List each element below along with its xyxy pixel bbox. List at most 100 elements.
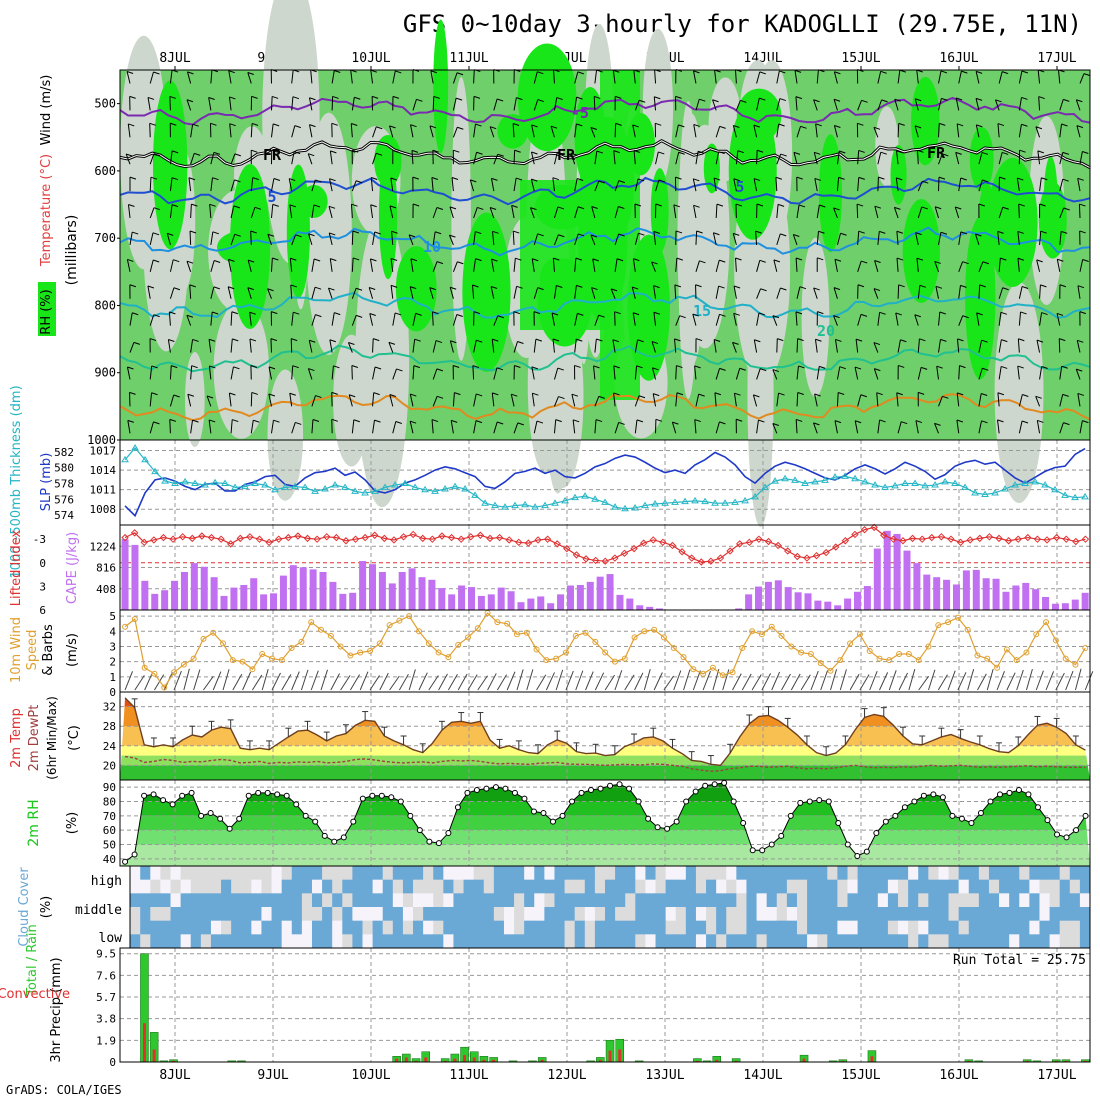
wind-barb-flag [169, 311, 176, 315]
wind-barb-flag [315, 314, 322, 318]
cloud-cell [231, 866, 242, 881]
wind-barb-flag [935, 206, 942, 210]
cloud-cell [1079, 893, 1091, 908]
thickness-point [1071, 493, 1079, 501]
wind-barb [938, 339, 941, 353]
wind-barb-flag [251, 95, 258, 99]
temp-tick-label: 32 [103, 701, 116, 714]
wind-speed-point [347, 652, 354, 659]
cloud-cell [483, 893, 495, 908]
cloud-cell [221, 879, 232, 894]
wind-barb-flag [674, 338, 681, 342]
lifted-index-point [169, 535, 177, 543]
lifted-index-point [755, 535, 763, 543]
wind-barb-flag [814, 393, 821, 397]
thickness-point [631, 503, 639, 511]
cloud-cell [999, 934, 1010, 949]
wind-barb [169, 150, 173, 165]
precip-tick-label: 3.8 [96, 1013, 116, 1026]
wind-barb [351, 315, 357, 326]
lifted-index-point [764, 537, 773, 546]
wind-barb-flag [814, 177, 821, 181]
wind-barb-flag [873, 288, 881, 292]
thickness-point [251, 479, 259, 486]
cloud-cell [332, 920, 343, 935]
wind-barb-flag [449, 206, 457, 210]
cloud-cell [584, 920, 596, 935]
wind-speed-point [269, 655, 276, 662]
wind-speed-point [788, 643, 795, 650]
cloud-cell [655, 879, 667, 894]
rh-point [521, 795, 528, 802]
surface-wind-barb [232, 673, 243, 691]
wind-barb-flag [476, 339, 483, 343]
rh-point [492, 784, 499, 791]
wind-speed-point [886, 657, 893, 664]
wind-barb-flag [315, 395, 322, 399]
lifted-index-point [217, 535, 225, 543]
cloud-cell [261, 934, 273, 949]
wind-barb [127, 123, 131, 138]
wind-barb [695, 99, 700, 111]
wind-barb-flag [1038, 96, 1045, 100]
wind-barb [270, 420, 274, 434]
wind-barb-flag [699, 98, 706, 102]
wind-barb-flag [169, 418, 176, 422]
surface-wind-barb [996, 670, 1005, 691]
wind-speed-point [1082, 644, 1089, 651]
top-date-label: 16JUL [939, 51, 978, 66]
surface-wind-barb [340, 675, 351, 691]
wind-barb-flag [1059, 338, 1066, 342]
wind-barb-flag [834, 258, 842, 262]
cloud-cell [847, 907, 859, 922]
thickness-tick-label: 576 [54, 493, 74, 506]
wind-barb-flag [840, 232, 847, 236]
cloud-cell [918, 893, 929, 908]
thickness-point [991, 488, 999, 496]
rh-point [930, 791, 937, 798]
surface-wind-barb [790, 673, 801, 691]
cloud-cell [584, 879, 596, 894]
wind-speed-point [1013, 657, 1020, 664]
slp-tick-label: 1008 [90, 503, 117, 516]
wind-barb-flag [658, 151, 665, 155]
cloud-cell [301, 893, 313, 908]
rh-moist-region [286, 164, 310, 299]
wind-tick-label: 3 [109, 640, 116, 653]
cloud-cell [605, 907, 616, 922]
cloud-cell [554, 934, 566, 949]
cloud-cell [322, 934, 333, 949]
wind-barb-flag [981, 420, 988, 424]
wind-barb [491, 339, 495, 353]
wind-barb [250, 230, 252, 245]
cloud-cell [271, 920, 283, 935]
wind-barb-flag [408, 234, 416, 238]
wind-barb [712, 99, 717, 111]
cloud-cell [483, 907, 495, 922]
cloud-cell [988, 934, 1000, 949]
wind-barb-flag [591, 206, 598, 209]
wind-barb [473, 393, 477, 407]
wind-barb-flag [415, 312, 422, 316]
wind-barb [149, 153, 155, 165]
rh-point [949, 812, 956, 819]
cape-bar [398, 571, 406, 610]
wind-barb [857, 231, 860, 245]
rh-point [179, 792, 186, 799]
cloud-cell [796, 907, 808, 922]
wind-barb-flag [772, 369, 780, 373]
thickness-point [121, 455, 129, 463]
wind-barb [190, 153, 195, 165]
wind-barb [956, 123, 960, 138]
wind-barb-flag [719, 367, 726, 371]
wind-barb-flag [212, 231, 219, 235]
cloud-cell [948, 866, 960, 881]
thickness-point [641, 501, 649, 509]
cloud-cell [827, 907, 838, 922]
wind-barb [129, 342, 135, 353]
cloud-cell [382, 879, 394, 894]
cloud-cell [665, 934, 677, 949]
wind-barb [291, 151, 295, 165]
wind-barb-flag [1079, 203, 1086, 207]
cloud-cell [473, 893, 485, 908]
